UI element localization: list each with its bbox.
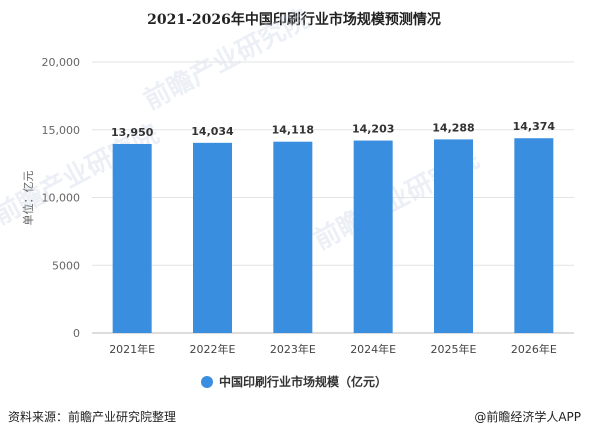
x-tick-label: 2023年E xyxy=(270,342,316,356)
x-tick-label: 2026年E xyxy=(511,342,557,356)
data-label: 14,288 xyxy=(432,121,474,134)
x-tick-label: 2024年E xyxy=(350,342,396,356)
bar xyxy=(353,140,393,333)
bar xyxy=(193,142,232,333)
bar xyxy=(434,139,473,333)
x-axis-ticks: 2021年E 2022年E 2023年E 2024年E 2025年E 2026年E xyxy=(109,342,557,356)
legend: 中国印刷行业市场规模（亿元） xyxy=(201,374,387,389)
x-tick-label: 2022年E xyxy=(190,342,236,356)
y-axis-label: 单位：亿元 xyxy=(21,171,35,226)
data-label: 14,374 xyxy=(513,120,556,133)
source-note: 资料来源：前瞻产业研究院整理 xyxy=(8,409,176,424)
data-label: 14,034 xyxy=(191,125,234,138)
bar xyxy=(112,143,152,333)
credit-note: @前瞻经济学人APP xyxy=(474,409,581,424)
gridlines xyxy=(92,61,574,334)
y-tick-label: 5000 xyxy=(52,259,80,272)
y-axis-ticks: 0 5000 10,000 15,000 20,000 xyxy=(42,56,81,340)
y-tick-label: 15,000 xyxy=(42,124,81,137)
bar xyxy=(273,141,313,333)
legend-marker xyxy=(201,376,213,388)
bars xyxy=(112,138,554,333)
data-label: 14,203 xyxy=(352,123,394,136)
legend-label: 中国印刷行业市场规模（亿元） xyxy=(219,374,387,389)
data-label: 14,118 xyxy=(272,124,314,137)
chart-title: 2021-2026年中国印刷行业市场规模预测情况 xyxy=(147,11,441,28)
y-tick-label: 0 xyxy=(73,327,80,340)
y-tick-label: 10,000 xyxy=(42,192,81,205)
data-labels: 13,950 14,034 14,118 14,203 14,288 14,374 xyxy=(111,120,555,139)
data-label: 13,950 xyxy=(111,126,154,139)
x-tick-label: 2025年E xyxy=(431,342,477,356)
bar xyxy=(514,138,554,333)
x-tick-label: 2021年E xyxy=(109,342,155,356)
y-tick-label: 20,000 xyxy=(42,56,81,69)
